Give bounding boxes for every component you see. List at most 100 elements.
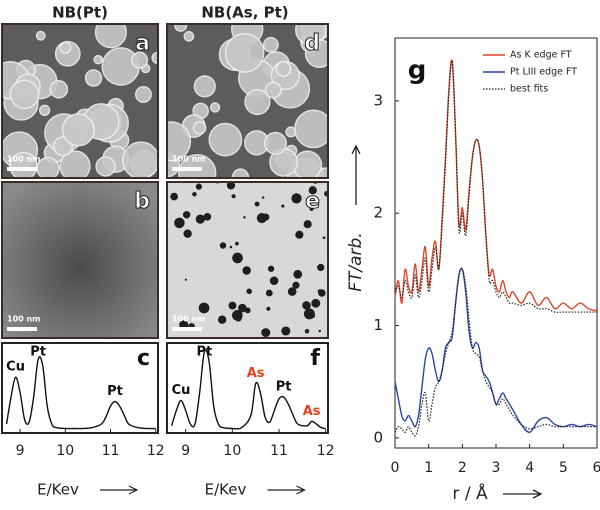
vesicle bbox=[131, 51, 149, 69]
vesicle bbox=[178, 154, 217, 178]
vesicle bbox=[94, 24, 127, 49]
vesicle bbox=[224, 32, 265, 73]
particle bbox=[269, 276, 279, 285]
y-tick-label: 0 bbox=[373, 428, 383, 446]
particle bbox=[261, 328, 271, 338]
legend-label: As K edge FT bbox=[510, 50, 572, 61]
x-tick-label: 9 bbox=[16, 443, 25, 459]
column-header: NB(Pt) bbox=[52, 4, 108, 22]
y-axis-arrow bbox=[351, 144, 361, 205]
peak-label: Cu bbox=[6, 360, 25, 375]
x-tick-label: 12 bbox=[317, 443, 335, 459]
x-tick-label: 11 bbox=[270, 443, 288, 459]
particle bbox=[203, 213, 212, 221]
particle bbox=[281, 204, 285, 208]
micrograph-frame bbox=[1, 181, 159, 339]
vesicle bbox=[183, 31, 195, 42]
particle bbox=[291, 193, 302, 204]
vesicle bbox=[208, 122, 243, 157]
y-tick-label: 2 bbox=[373, 204, 383, 222]
plot-frame bbox=[166, 342, 329, 434]
x-tick-label: 11 bbox=[102, 443, 120, 459]
spectrum-line bbox=[5, 356, 156, 430]
x-tick-label: 10 bbox=[223, 443, 241, 459]
peak-label: Pt bbox=[30, 345, 46, 360]
x-tick-label: 3 bbox=[492, 460, 501, 476]
data-line bbox=[394, 59, 598, 312]
fit-line bbox=[394, 59, 597, 313]
micrograph-content bbox=[2, 182, 158, 338]
particle bbox=[183, 229, 192, 238]
particle bbox=[287, 287, 297, 296]
x-axis-label: r / Å bbox=[452, 482, 488, 504]
particle bbox=[292, 281, 300, 289]
x-axis-arrow bbox=[267, 485, 306, 495]
x-axis-arrow bbox=[100, 485, 139, 495]
x-axis-arrow bbox=[503, 489, 543, 499]
particle bbox=[232, 252, 243, 264]
scale-bar-label: 100 nm bbox=[172, 315, 206, 324]
x-tick-label: 6 bbox=[593, 460, 600, 476]
x-tick-label: 2 bbox=[458, 460, 467, 476]
particle bbox=[219, 242, 227, 249]
panel-label: f bbox=[310, 346, 320, 371]
particle bbox=[228, 301, 237, 310]
particle bbox=[266, 306, 271, 311]
vesicle bbox=[93, 54, 104, 65]
particle bbox=[262, 213, 270, 221]
vesicle bbox=[122, 141, 158, 178]
panel-label: g bbox=[408, 56, 427, 86]
particle bbox=[226, 182, 236, 190]
micrograph-frame bbox=[166, 181, 329, 339]
particle bbox=[182, 211, 191, 219]
vesicle bbox=[193, 75, 216, 98]
panel-label: d bbox=[304, 31, 320, 56]
x-axis-label: E/Kev bbox=[37, 481, 79, 499]
panel-label: c bbox=[137, 346, 150, 371]
particle bbox=[293, 269, 303, 279]
vesicle bbox=[59, 150, 91, 178]
vesicle bbox=[264, 81, 282, 99]
micrograph: 100 nm a bbox=[1, 23, 159, 179]
particle bbox=[311, 298, 321, 308]
particle bbox=[235, 241, 239, 246]
particle bbox=[322, 236, 326, 240]
panel-label: a bbox=[135, 31, 150, 56]
panel-label: e bbox=[305, 189, 320, 214]
vesicle bbox=[101, 47, 141, 86]
micrograph: 100 nm d bbox=[166, 23, 329, 179]
peak-label: Pt bbox=[276, 380, 292, 395]
particle bbox=[302, 301, 311, 310]
x-tick-label: 1 bbox=[424, 460, 433, 476]
column-header: NB(As, Pt) bbox=[201, 4, 288, 22]
particle bbox=[267, 265, 275, 272]
micrograph-frame bbox=[1, 23, 159, 179]
particle bbox=[195, 214, 205, 224]
micrograph-frame bbox=[166, 23, 329, 179]
peak-label: Cu bbox=[172, 383, 191, 398]
x-tick-label: 9 bbox=[181, 443, 190, 459]
particle bbox=[184, 278, 187, 281]
particle bbox=[234, 314, 242, 322]
particle bbox=[265, 289, 273, 297]
micrograph: 100 nm e bbox=[166, 181, 329, 339]
particle bbox=[281, 326, 291, 336]
scale-bar-label: 100 nm bbox=[7, 155, 41, 164]
particle bbox=[308, 186, 317, 195]
vesicle bbox=[244, 88, 271, 116]
particle bbox=[238, 303, 247, 313]
particle bbox=[309, 207, 314, 211]
particle bbox=[231, 194, 236, 199]
particle bbox=[229, 245, 233, 249]
particle bbox=[170, 192, 178, 201]
vesicle bbox=[304, 39, 328, 68]
particle bbox=[246, 288, 252, 295]
micrograph-content bbox=[2, 24, 158, 178]
peak-label: Pt bbox=[107, 384, 123, 399]
particle bbox=[304, 328, 310, 334]
vesicle bbox=[95, 156, 116, 177]
particle bbox=[198, 302, 210, 314]
y-tick-label: 1 bbox=[373, 316, 383, 334]
x-tick-label: 10 bbox=[56, 443, 74, 459]
